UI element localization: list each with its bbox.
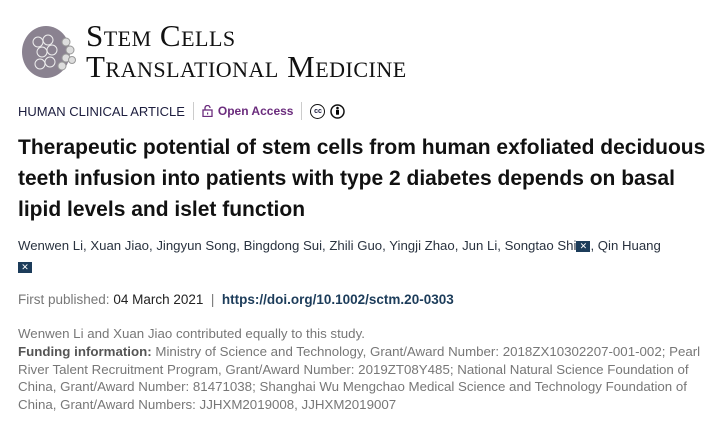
attribution-icon[interactable] [330, 103, 346, 119]
journal-name-line1: Stem Cells [86, 18, 236, 53]
article-header: Stem Cells Translational Medicine HUMAN … [18, 18, 718, 414]
open-access-label: Open Access [217, 104, 294, 118]
author[interactable]: Jun Li [462, 238, 498, 253]
funding-label: Funding information: [18, 343, 152, 359]
publication-info: First published: 04 March 2021 | https:/… [18, 292, 454, 307]
unlock-icon [202, 105, 213, 117]
author[interactable]: Bingdong Sui [243, 238, 323, 253]
author[interactable]: Qin Huang [597, 238, 661, 253]
author[interactable]: Zhili Guo [329, 238, 383, 253]
author-list: Wenwen Li, Xuan Jiao, Jingyun Song, Bing… [18, 238, 661, 274]
article-meta-bar: HUMAN CLINICAL ARTICLE Open Access cc [18, 100, 718, 122]
author[interactable]: Songtao Shi [504, 238, 577, 253]
doi-link[interactable]: https://doi.org/10.1002/sctm.20-0303 [221, 292, 454, 307]
journal-name-line2: Translational Medicine [86, 49, 407, 84]
published-label: First published: [18, 292, 110, 307]
email-icon[interactable]: ✕ [576, 241, 591, 253]
article-type: HUMAN CLINICAL ARTICLE [18, 103, 185, 119]
published-date: 04 March 2021 [113, 292, 204, 307]
funding-text: Ministry of Science and Technology, Gran… [18, 343, 701, 413]
article-title: Therapeutic potential of stem cells from… [18, 136, 706, 221]
divider [301, 102, 303, 120]
cell-cluster-logo-icon [22, 26, 76, 78]
author[interactable]: Yingji Zhao [389, 238, 455, 253]
author[interactable]: Xuan Jiao [90, 238, 149, 253]
author[interactable]: Jingyun Song [156, 238, 237, 253]
email-icon[interactable]: ✕ [18, 262, 32, 274]
article-notes: Wenwen Li and Xuan Jiao contributed equa… [18, 325, 718, 414]
journal-logo[interactable]: Stem Cells Translational Medicine [18, 18, 718, 84]
contribution-note: Wenwen Li and Xuan Jiao contributed equa… [18, 326, 365, 341]
author[interactable]: Wenwen Li [18, 238, 83, 253]
creative-commons-icon[interactable]: cc [310, 103, 326, 119]
open-access-badge[interactable]: Open Access [202, 104, 294, 118]
divider [192, 102, 194, 120]
funding-info: Funding information: Ministry of Science… [18, 343, 718, 414]
